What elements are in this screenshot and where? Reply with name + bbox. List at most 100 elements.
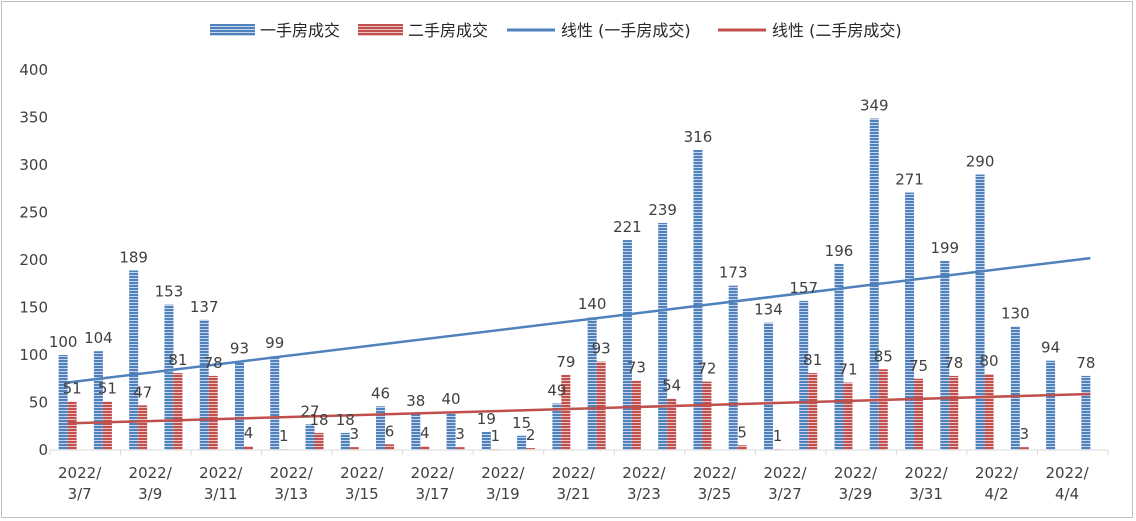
bar-second-hand	[420, 446, 430, 450]
x-tick-label: 3/19	[486, 485, 520, 503]
data-label-second-hand: 3	[455, 425, 465, 443]
x-tick-label: 2022/	[1045, 464, 1089, 482]
bar-new-house	[481, 431, 491, 450]
bar-new-house	[799, 300, 809, 450]
y-tick-label: 300	[19, 156, 48, 174]
bar-new-house	[834, 263, 844, 450]
bar-new-house	[305, 424, 315, 450]
bar-new-house	[622, 240, 632, 450]
bar-new-house	[658, 222, 668, 450]
bar-new-house	[234, 361, 244, 450]
x-tick-label: 2022/	[763, 464, 807, 482]
bar-new-house	[693, 149, 703, 451]
x-tick-label: 2022/	[270, 464, 314, 482]
x-tick-label: 3/9	[138, 485, 162, 503]
x-tick-label: 4/2	[984, 485, 1008, 503]
data-label-second-hand: 78	[944, 354, 963, 372]
data-label-new-house: 78	[1076, 354, 1095, 372]
bar-new-house	[270, 355, 280, 450]
bar-new-house	[129, 270, 139, 450]
data-label-new-house: 221	[613, 218, 642, 236]
y-tick-label: 0	[38, 441, 48, 459]
bar-second-hand	[631, 380, 641, 450]
data-label-second-hand: 6	[385, 422, 395, 440]
data-label-new-house: 349	[860, 96, 889, 114]
y-tick-label: 350	[19, 109, 48, 127]
data-label-second-hand: 51	[98, 380, 117, 398]
x-tick-label: 2022/	[693, 464, 737, 482]
bar-new-house	[199, 319, 209, 450]
y-tick-label: 250	[19, 204, 48, 222]
bar-second-hand	[385, 444, 395, 450]
data-label-new-house: 199	[930, 239, 959, 257]
data-label-new-house: 99	[265, 334, 284, 352]
trendline	[67, 392, 1091, 425]
x-tick-label: 2022/	[411, 464, 455, 482]
data-label-second-hand: 47	[133, 383, 152, 401]
data-label-second-hand: 2	[526, 426, 536, 444]
bar-new-house	[905, 192, 915, 451]
bar-new-house	[940, 260, 950, 450]
bar-second-hand	[243, 446, 253, 450]
data-label-new-house: 18	[336, 411, 355, 429]
y-tick-label: 400	[19, 61, 48, 79]
data-label-second-hand: 1	[491, 427, 501, 445]
x-tick-label: 3/29	[839, 485, 873, 503]
x-tick-label: 3/31	[909, 485, 943, 503]
x-tick-label: 2022/	[58, 464, 102, 482]
data-label-new-house: 316	[684, 128, 713, 146]
data-label-second-hand: 3	[349, 425, 359, 443]
bar-new-house	[376, 406, 386, 450]
data-label-new-house: 196	[825, 242, 854, 260]
bar-second-hand	[561, 374, 571, 450]
data-label-new-house: 38	[406, 392, 425, 410]
data-label-second-hand: 1	[773, 427, 783, 445]
data-label-second-hand: 73	[627, 359, 646, 377]
data-label-second-hand: 81	[803, 351, 822, 369]
legend-swatch	[210, 24, 255, 36]
bar-new-house	[93, 351, 103, 450]
bar-new-house	[340, 432, 350, 450]
bar-new-house	[1081, 375, 1091, 450]
data-label-new-house: 153	[155, 283, 184, 301]
trendline	[67, 256, 1091, 384]
y-axis: 0 50 100 150 200 250 300 350 400	[19, 61, 48, 459]
bar-second-hand	[67, 401, 77, 450]
x-tick-label: 2022/	[129, 464, 173, 482]
bar-second-hand	[349, 447, 359, 450]
data-label-new-house: 40	[442, 390, 461, 408]
data-label-second-hand: 4	[244, 424, 254, 442]
bar-new-house	[552, 403, 562, 450]
x-tick-label: 2022/	[552, 464, 596, 482]
data-label-second-hand: 4	[420, 424, 430, 442]
data-label-second-hand: 80	[980, 352, 999, 370]
bar-second-hand	[526, 448, 536, 450]
data-label-new-house: 19	[477, 410, 496, 428]
legend-swatch	[358, 24, 403, 36]
x-tick-label: 2022/	[199, 464, 243, 482]
legend-label: 二手房成交	[408, 21, 488, 40]
bar-second-hand	[138, 405, 148, 450]
data-label-new-house: 94	[1041, 339, 1060, 357]
x-tick-label: 2022/	[622, 464, 666, 482]
data-label-second-hand: 78	[204, 354, 223, 372]
data-label-new-house: 189	[119, 248, 148, 266]
x-tick-label: 3/17	[415, 485, 449, 503]
bar-new-house	[1010, 326, 1020, 450]
bar-new-house	[728, 285, 738, 450]
bar-new-house	[517, 435, 527, 450]
data-label-second-hand: 93	[592, 340, 611, 358]
data-label-new-house: 290	[966, 153, 995, 171]
data-label-second-hand: 71	[838, 361, 857, 379]
x-axis: 2022/3/7 2022/3/9 2022/3/11 2022/3/13 2022/3…	[49, 449, 1109, 503]
bar-new-house	[975, 174, 985, 450]
y-tick-label: 150	[19, 299, 48, 317]
legend-label: 线性 (一手房成交)	[561, 21, 691, 40]
bar-new-house	[411, 413, 421, 450]
data-label-new-house: 140	[578, 295, 607, 313]
bar-second-hand	[949, 375, 959, 450]
x-tick-label: 3/15	[345, 485, 379, 503]
x-tick-label: 2022/	[340, 464, 384, 482]
bar-second-hand	[1019, 447, 1029, 450]
